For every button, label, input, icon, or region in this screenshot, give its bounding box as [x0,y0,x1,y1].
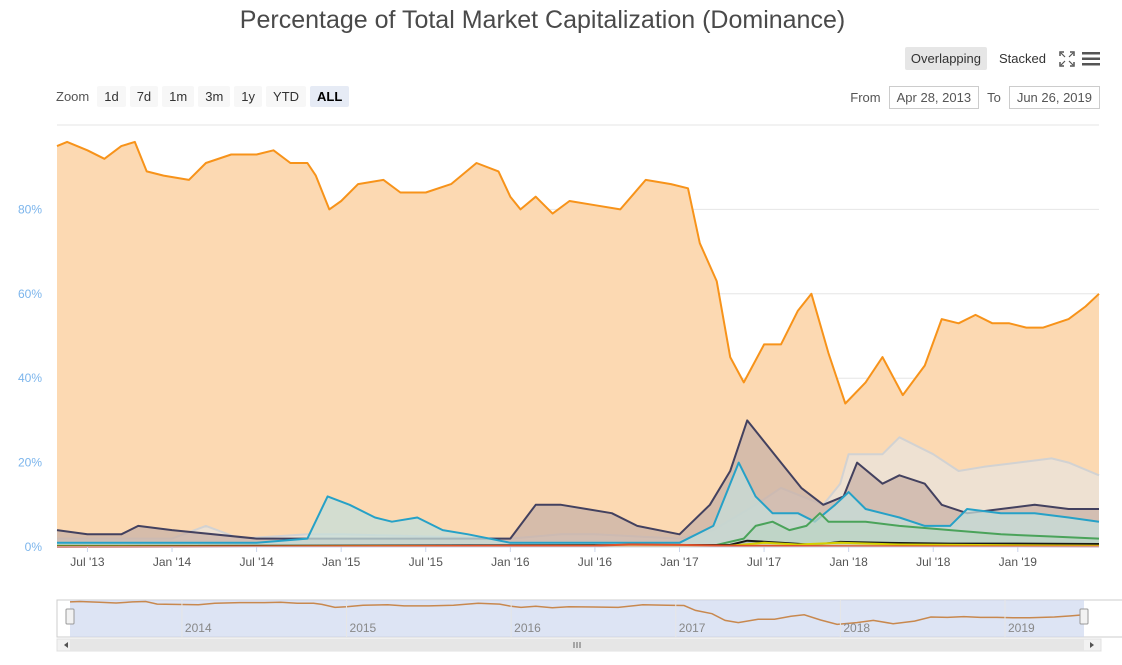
date-range: From Apr 28, 2013 To Jun 26, 2019 [850,86,1100,109]
navigator-label: 2014 [185,621,212,635]
y-tick-label: 20% [18,456,42,470]
y-tick-label: 40% [18,371,42,385]
x-tick-label: Jan '16 [491,555,530,569]
y-tick-label: 60% [18,287,42,301]
navigator-label: 2015 [350,621,377,635]
x-tick-label: Jan '18 [829,555,868,569]
x-tick-label: Jul '13 [70,555,105,569]
to-label: To [987,90,1001,105]
x-tick-label: Jan '14 [153,555,192,569]
zoom-1y-button[interactable]: 1y [234,86,263,107]
x-tick-label: Jul '18 [916,555,951,569]
series-line-3 [57,461,1100,544]
x-tick-label: Jul '17 [747,555,782,569]
y-tick-label: 80% [18,202,42,216]
navigator-label: 2018 [843,621,870,635]
navigator-right-handle [1079,608,1089,625]
x-tick-label: Jan '19 [999,555,1038,569]
navigator-line [69,600,1085,626]
from-label: From [850,90,881,105]
zoom-selector: Zoom 1d 7d 1m 3m 1y YTD ALL [56,86,350,107]
layout-toggle: Overlapping Stacked [904,47,1100,70]
zoom-1m-button[interactable]: 1m [162,86,195,107]
x-tick-label: Jul '14 [239,555,274,569]
scroll-left-arrow [64,642,68,648]
stacked-button[interactable]: Stacked [999,51,1046,66]
zoom-1d-button[interactable]: 1d [97,86,126,107]
x-tick-label: Jan '17 [660,555,699,569]
navigator-left-handle [65,608,75,625]
zoom-label: Zoom [56,89,90,104]
navigator-selection [70,600,1084,637]
overlapping-button[interactable]: Overlapping [904,47,988,70]
zoom-3m-button[interactable]: 3m [198,86,231,107]
fullscreen-icon[interactable] [1058,50,1076,68]
chart-title: Percentage of Total Market Capitalizatio… [239,6,846,34]
navigator-label: 2017 [679,621,706,635]
navigator-label: 2019 [1008,621,1035,635]
x-tick-label: Jul '16 [578,555,613,569]
from-date-input[interactable]: Apr 28, 2013 [888,86,980,109]
hamburger-menu-icon[interactable] [1082,50,1100,68]
series-line-7 [56,543,1100,548]
x-tick-label: Jul '15 [409,555,444,569]
navigator-label: 2016 [514,621,541,635]
zoom-ytd-button[interactable]: YTD [266,86,307,107]
zoom-all-button[interactable]: ALL [310,86,350,107]
series-line-4 [57,512,1100,547]
series-area-4 [57,513,1099,547]
y-tick-label: 0% [25,540,43,554]
to-date-input[interactable]: Jun 26, 2019 [1008,86,1100,109]
x-tick-label: Jan '15 [322,555,361,569]
series-area-0 [57,141,1099,547]
zoom-7d-button[interactable]: 7d [129,86,159,107]
scroll-right-arrow [1090,642,1094,648]
series-line-0 [56,140,1100,405]
